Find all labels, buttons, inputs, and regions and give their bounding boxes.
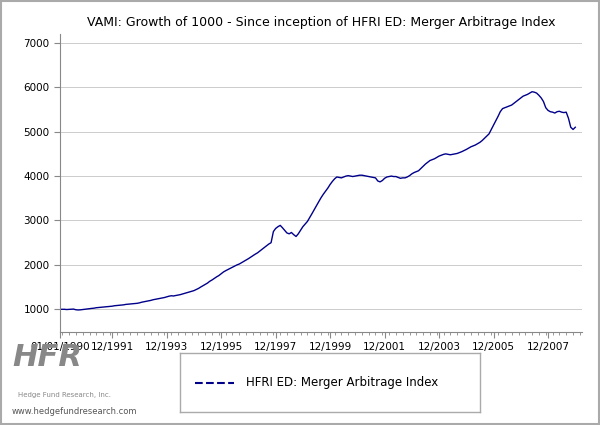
Text: HFR: HFR — [12, 343, 82, 371]
Title: VAMI: Growth of 1000 - Since inception of HFRI ED: Merger Arbitrage Index: VAMI: Growth of 1000 - Since inception o… — [87, 16, 555, 28]
Text: HFRI ED: Merger Arbitrage Index: HFRI ED: Merger Arbitrage Index — [246, 376, 438, 389]
Text: www.hedgefundresearch.com: www.hedgefundresearch.com — [12, 408, 137, 416]
Text: Hedge Fund Research, Inc.: Hedge Fund Research, Inc. — [18, 392, 111, 398]
